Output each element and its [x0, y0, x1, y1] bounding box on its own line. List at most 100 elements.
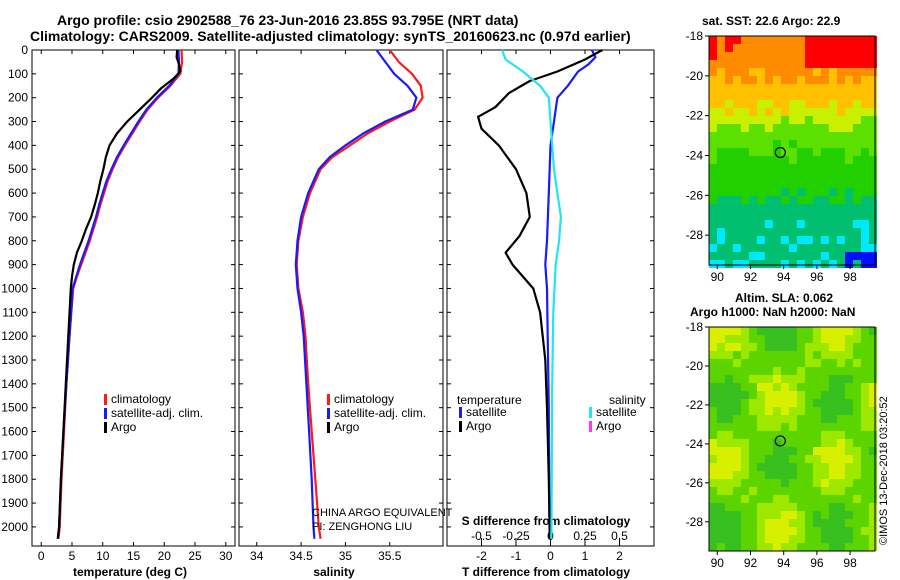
sst-cell	[869, 204, 877, 212]
sla-cell	[829, 527, 837, 535]
sla-cell	[869, 519, 877, 527]
sst-cell	[733, 220, 741, 228]
sst-cell	[765, 76, 773, 84]
sla-cell	[773, 367, 781, 375]
sst-cell	[829, 156, 837, 164]
sla-cell	[717, 359, 725, 367]
sla-cell	[741, 487, 749, 495]
sst-cell	[717, 76, 725, 84]
sst-cell	[829, 148, 837, 156]
sla-cell	[733, 375, 741, 383]
sla-cell	[717, 423, 725, 431]
sst-cell	[829, 204, 837, 212]
sla-cell	[837, 455, 845, 463]
sla-cell	[797, 503, 805, 511]
sla-cell	[741, 527, 749, 535]
legend-swatch	[104, 394, 107, 405]
sst-cell	[797, 188, 805, 196]
sst-cell	[741, 252, 749, 260]
sla-cell	[829, 479, 837, 487]
sla-cell	[773, 431, 781, 439]
sla-cell	[861, 391, 869, 399]
sst-cell	[837, 260, 845, 268]
sst-cell	[869, 172, 877, 180]
sst-cell	[845, 36, 853, 44]
sst-cell	[837, 156, 845, 164]
sst-cell	[757, 236, 765, 244]
sst-cell	[861, 140, 869, 148]
sla-cell	[805, 495, 813, 503]
legend-label: climatology	[334, 392, 394, 406]
sst-cell	[741, 156, 749, 164]
sla-cell	[869, 335, 877, 343]
sst-cell	[805, 196, 813, 204]
sst-cell	[709, 252, 717, 260]
sst-cell	[829, 100, 837, 108]
sst-cell	[765, 52, 773, 60]
sst-cell	[757, 196, 765, 204]
sla-cell	[821, 407, 829, 415]
sst-cell	[733, 36, 741, 44]
sla-cell	[717, 399, 725, 407]
sst-cell	[789, 148, 797, 156]
sst-cell	[853, 108, 861, 116]
institution-note: CHINA ARGO EQUIVALENT	[312, 507, 453, 519]
sst-cell	[773, 196, 781, 204]
sla-cell	[869, 343, 877, 351]
sst-cell	[781, 52, 789, 60]
sst-cell	[725, 244, 733, 252]
sst-cell	[773, 220, 781, 228]
sst-lon-label: 98	[843, 270, 857, 284]
depth-tick-label: 0	[21, 43, 28, 57]
sla-cell	[781, 375, 789, 383]
sla-cell	[709, 543, 717, 551]
sla-cell	[733, 511, 741, 519]
sla-cell	[725, 351, 733, 359]
sst-cell	[805, 140, 813, 148]
sst-cell	[845, 52, 853, 60]
legend-label: Argo	[466, 419, 492, 433]
sst-cell	[805, 116, 813, 124]
sla-cell	[709, 527, 717, 535]
legend-label: satellite	[596, 405, 637, 419]
sst-cell	[725, 108, 733, 116]
sla-cell	[765, 447, 773, 455]
sla-cell	[797, 375, 805, 383]
sla-cell	[869, 383, 877, 391]
sst-cell	[773, 244, 781, 252]
sla-cell	[781, 335, 789, 343]
sla-cell	[789, 423, 797, 431]
sla-cell	[781, 535, 789, 543]
sla-cell	[749, 535, 757, 543]
sla-cell	[725, 511, 733, 519]
sla-cell	[869, 399, 877, 407]
sla-cell	[725, 495, 733, 503]
sla-cell	[717, 471, 725, 479]
sst-cell	[773, 204, 781, 212]
sla-cell	[837, 423, 845, 431]
sst-cell	[741, 60, 749, 68]
sla-cell	[813, 487, 821, 495]
sst-cell	[717, 148, 725, 156]
difference-xtick-label: 1	[582, 549, 589, 563]
sst-cell	[757, 68, 765, 76]
depth-tick-label: 900	[8, 258, 28, 272]
sst-cell	[709, 196, 717, 204]
sla-argo-marker	[774, 435, 786, 447]
sla-cell	[765, 383, 773, 391]
sst-cell	[709, 164, 717, 172]
sla-cell	[869, 487, 877, 495]
sst-cell	[781, 212, 789, 220]
sst-cell	[765, 132, 773, 140]
sst-cell	[853, 220, 861, 228]
sla-cell	[845, 407, 853, 415]
sla-cell	[773, 519, 781, 527]
sst-cell	[741, 124, 749, 132]
sst-cell	[837, 52, 845, 60]
sst-cell	[773, 148, 781, 156]
sst-cell	[725, 228, 733, 236]
sst-cell	[717, 68, 725, 76]
sst-cell	[717, 204, 725, 212]
sla-cell	[853, 503, 861, 511]
sst-cell	[709, 116, 717, 124]
